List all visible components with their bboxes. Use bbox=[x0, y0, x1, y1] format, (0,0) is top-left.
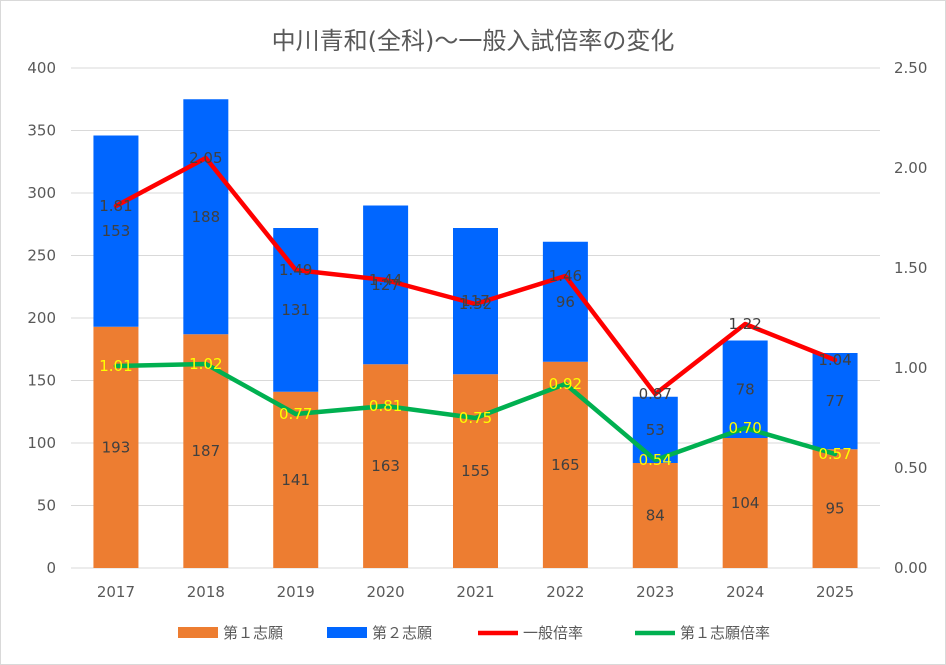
right-axis: 0.00 0.50 1.00 1.50 2.00 2.50 bbox=[894, 59, 927, 577]
ratio-label-general: 1.81 bbox=[99, 197, 132, 215]
ratio-label-first-choice: 0.92 bbox=[549, 375, 582, 393]
left-tick-label: 50 bbox=[37, 497, 56, 515]
bar-second-choice bbox=[183, 99, 229, 335]
ratio-label-first-choice: 0.75 bbox=[459, 409, 492, 427]
left-tick-label: 350 bbox=[27, 122, 56, 140]
x-tick-label: 2022 bbox=[546, 583, 584, 601]
bar-label-first-choice: 84 bbox=[646, 507, 665, 525]
left-tick-label: 400 bbox=[27, 59, 56, 77]
ratio-label-first-choice: 1.01 bbox=[99, 357, 132, 375]
bar-label-first-choice: 163 bbox=[371, 457, 400, 475]
chart-title: 中川青和(全科)〜一般入試倍率の変化 bbox=[272, 27, 675, 55]
bar-second-choice bbox=[632, 396, 678, 463]
ratio-label-first-choice: 1.02 bbox=[189, 355, 222, 373]
line-general-ratio bbox=[113, 155, 838, 397]
legend-second-choice-label: 第２志願 bbox=[372, 624, 432, 642]
bar-label-first-choice: 141 bbox=[281, 471, 310, 489]
bar-label-first-choice: 193 bbox=[102, 438, 131, 456]
ratio-label-general: 1.32 bbox=[459, 295, 492, 313]
right-tick-label: 0.50 bbox=[894, 459, 927, 477]
x-tick-label: 2025 bbox=[816, 583, 854, 601]
ratio-label-first-choice: 0.81 bbox=[369, 397, 402, 415]
bar-label-first-choice: 104 bbox=[731, 494, 760, 512]
ratio-label-first-choice: 0.77 bbox=[279, 405, 312, 423]
right-tick-label: 1.00 bbox=[894, 359, 927, 377]
left-tick-label: 250 bbox=[27, 247, 56, 265]
ratio-label-first-choice: 0.70 bbox=[728, 419, 761, 437]
bar-label-second-choice: 53 bbox=[646, 421, 665, 439]
right-tick-label: 2.00 bbox=[894, 159, 927, 177]
legend-first-choice-ratio-label: 第１志願倍率 bbox=[680, 624, 770, 642]
x-tick-label: 2021 bbox=[456, 583, 494, 601]
bar-label-first-choice: 95 bbox=[826, 500, 845, 518]
ratio-label-general: 1.49 bbox=[279, 261, 312, 279]
bar-label-first-choice: 155 bbox=[461, 462, 490, 480]
bar-label-second-choice: 153 bbox=[102, 222, 131, 240]
ratio-label-general: 1.46 bbox=[549, 267, 582, 285]
bar-first-choice bbox=[812, 449, 858, 568]
line-first-choice-ratio bbox=[113, 361, 838, 463]
bar-first-choice bbox=[722, 438, 768, 568]
bar-first-choice bbox=[632, 463, 678, 568]
bar-label-second-choice: 96 bbox=[556, 293, 575, 311]
ratio-label-general: 2.05 bbox=[189, 149, 222, 167]
legend-first-choice-swatch bbox=[178, 627, 218, 638]
x-tick-label: 2017 bbox=[97, 583, 135, 601]
bar-first-choice bbox=[273, 391, 319, 568]
line-series bbox=[113, 155, 838, 463]
right-tick-label: 0.00 bbox=[894, 559, 927, 577]
bar-second-choice bbox=[93, 135, 139, 327]
legend-second-choice-swatch bbox=[327, 627, 367, 638]
legend: 第１志願 第２志願 一般倍率 第１志願倍率 bbox=[178, 624, 770, 642]
bar-second-choice bbox=[722, 340, 768, 438]
ratio-label-general: 1.44 bbox=[369, 271, 402, 289]
ratio-label-first-choice: 0.54 bbox=[639, 451, 672, 469]
bar-label-second-choice: 78 bbox=[736, 380, 755, 398]
legend-first-choice-label: 第１志願 bbox=[223, 624, 283, 642]
bar-first-choice bbox=[453, 374, 498, 568]
bar-label-first-choice: 165 bbox=[551, 456, 580, 474]
right-tick-label: 1.50 bbox=[894, 259, 927, 277]
data-labels: 193 153 187 188 141 131 163 127 155 117 165 96 84 53 1… bbox=[99, 149, 852, 525]
bar-label-first-choice: 187 bbox=[192, 442, 221, 460]
ratio-label-first-choice: 0.57 bbox=[818, 445, 851, 463]
bar-label-second-choice: 131 bbox=[281, 301, 310, 319]
x-tick-label: 2024 bbox=[726, 583, 764, 601]
bar-label-second-choice: 127 bbox=[371, 276, 400, 294]
ratio-label-general: 0.87 bbox=[639, 385, 672, 403]
bar-second-choice bbox=[542, 241, 588, 362]
bar-second-choice bbox=[812, 353, 858, 450]
bar-second-choice bbox=[273, 228, 319, 392]
x-tick-label: 2020 bbox=[367, 583, 405, 601]
x-tick-label: 2018 bbox=[187, 583, 225, 601]
right-tick-label: 2.50 bbox=[894, 59, 927, 77]
left-tick-label: 150 bbox=[27, 372, 56, 390]
left-tick-label: 300 bbox=[27, 184, 56, 202]
x-axis: 2017 2018 2019 2020 2021 2022 2023 2024 2025 bbox=[97, 583, 854, 601]
bar-series bbox=[93, 99, 858, 568]
left-tick-label: 200 bbox=[27, 309, 56, 327]
left-axis: 0 50 100 150 200 250 300 350 400 bbox=[27, 59, 56, 577]
bar-label-second-choice: 77 bbox=[826, 392, 845, 410]
left-tick-label: 100 bbox=[27, 434, 56, 452]
legend-general-ratio-label: 一般倍率 bbox=[523, 624, 583, 642]
bar-first-choice bbox=[363, 364, 409, 568]
x-tick-label: 2023 bbox=[636, 583, 674, 601]
left-tick-label: 0 bbox=[46, 559, 56, 577]
ratio-label-general: 1.22 bbox=[728, 315, 761, 333]
x-tick-label: 2019 bbox=[277, 583, 315, 601]
bar-label-second-choice: 188 bbox=[192, 208, 221, 226]
ratio-label-general: 1.04 bbox=[818, 351, 851, 369]
bar-label-second-choice: 117 bbox=[461, 292, 490, 310]
